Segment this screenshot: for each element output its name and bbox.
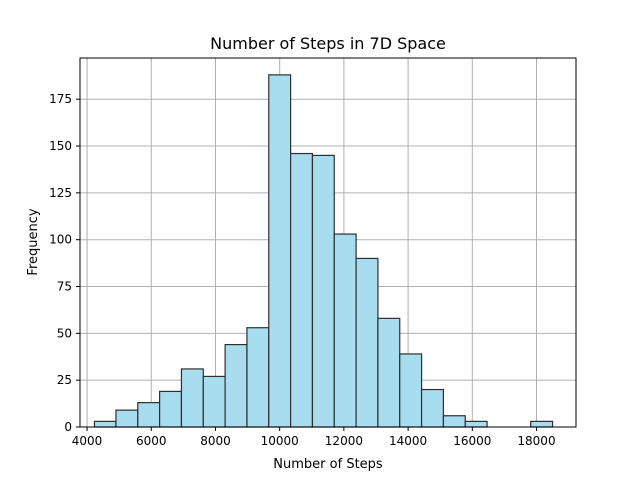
plot-frame [79, 57, 577, 428]
histogram-bar [333, 233, 357, 428]
y-tick-label: 125 [49, 186, 72, 200]
histogram-bar [180, 368, 204, 428]
histogram-bar [268, 74, 292, 428]
y-axis-ticks: 0 25 50 75 100 125 150 175 [49, 92, 80, 434]
histogram-bar [289, 152, 314, 428]
histogram-bar [311, 154, 335, 428]
histogram-bar [399, 353, 423, 428]
histogram-bar [442, 415, 466, 428]
histogram-bar [137, 402, 161, 428]
x-tick-label: 16000 [453, 434, 491, 448]
histogram-bar [464, 420, 488, 428]
histogram-bar [355, 257, 379, 428]
histogram-bar [93, 420, 117, 428]
x-axis-label: Number of Steps [273, 457, 383, 472]
y-axis-label: Frequency [26, 208, 41, 275]
y-tick-label: 150 [49, 139, 72, 153]
x-tick-label: 4000 [72, 434, 103, 448]
histogram-bar [224, 343, 248, 428]
histogram-bar [420, 388, 445, 428]
x-tick-label: 18000 [517, 434, 555, 448]
histogram-bar [202, 375, 226, 428]
x-tick-label: 14000 [389, 434, 427, 448]
y-tick-label: 100 [49, 233, 72, 247]
histogram-bar [115, 409, 139, 428]
chart-title: Number of Steps in 7D Space [210, 34, 446, 53]
y-tick-label: 25 [57, 373, 72, 387]
x-tick-label: 8000 [200, 434, 231, 448]
histogram-bars [93, 74, 554, 428]
x-tick-label: 12000 [325, 434, 363, 448]
histogram-bar [246, 327, 270, 428]
y-tick-label: 50 [57, 326, 72, 340]
y-tick-label: 175 [49, 92, 72, 106]
histogram-bar [159, 390, 183, 428]
x-tick-label: 10000 [261, 434, 299, 448]
x-tick-label: 6000 [136, 434, 167, 448]
y-tick-label: 0 [64, 420, 72, 434]
y-tick-label: 75 [57, 280, 72, 294]
histogram-bar [530, 420, 554, 428]
histogram-bar [377, 317, 401, 428]
x-axis-ticks: 4000 6000 8000 10000 12000 14000 16000 18000 [72, 427, 556, 448]
